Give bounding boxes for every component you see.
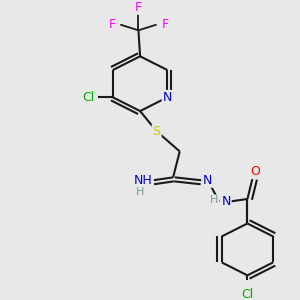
- Text: N: N: [163, 91, 172, 104]
- Text: F: F: [161, 18, 168, 31]
- Text: O: O: [251, 165, 261, 178]
- Text: NH: NH: [134, 174, 153, 187]
- Text: Cl: Cl: [241, 288, 254, 300]
- Text: F: F: [135, 1, 142, 14]
- Text: S: S: [153, 125, 160, 138]
- Text: Cl: Cl: [82, 91, 94, 104]
- Text: H: H: [136, 187, 144, 197]
- Text: N: N: [221, 195, 231, 208]
- Text: N: N: [203, 174, 212, 187]
- Text: H: H: [210, 195, 219, 206]
- Text: F: F: [109, 18, 116, 31]
